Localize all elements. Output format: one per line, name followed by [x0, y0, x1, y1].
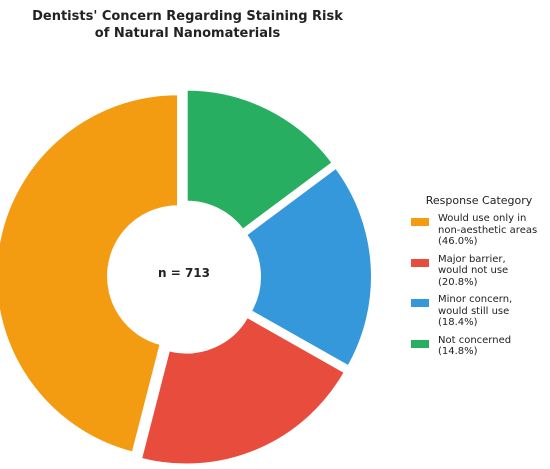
legend-title: Response Category	[425, 194, 533, 207]
legend-swatch	[411, 339, 429, 348]
slice-minor-concern-would-still-use	[244, 166, 373, 368]
legend: Response Category Would use only in non-…	[411, 194, 547, 364]
legend-item: Not concerned (14.8%)	[411, 335, 547, 358]
legend-swatch	[411, 258, 429, 267]
legend-label: Would use only in non-aesthetic areas (4…	[438, 213, 538, 247]
legend-label: Minor concern, would still use (18.4%)	[438, 294, 513, 328]
legend-item: Would use only in non-aesthetic areas (4…	[411, 213, 547, 248]
slice-would-use-only-in-non-aesthetic-areas	[0, 93, 180, 454]
legend-label: Major barrier, would not use (20.8%)	[438, 253, 509, 288]
chart-title: Dentists' Concern Regarding Staining Ris…	[32, 9, 343, 41]
legend-item: Major barrier, would not use (20.8%)	[411, 254, 547, 289]
slice-not-concerned	[185, 88, 334, 232]
center-label: n = 713	[158, 266, 210, 280]
legend-item: Minor concern, would still use (18.4%)	[411, 294, 547, 329]
legend-swatch	[411, 218, 429, 226]
legend-swatch	[411, 299, 429, 307]
slice-major-barrier-would-not-use	[139, 315, 347, 466]
legend-label: Not concerned (14.8%)	[438, 334, 512, 358]
